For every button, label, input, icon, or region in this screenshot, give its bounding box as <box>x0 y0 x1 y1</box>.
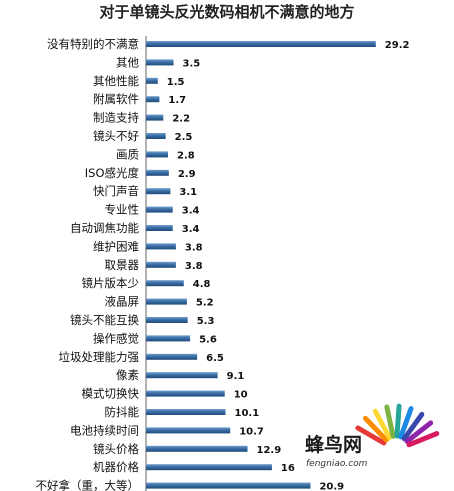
value-label: 12.9 <box>257 445 282 456</box>
category-label: 维护困难 <box>93 239 139 253</box>
category-label: 画质 <box>116 147 139 161</box>
feather-stroke <box>394 403 402 439</box>
bar <box>146 225 173 231</box>
value-label: 3.4 <box>182 206 200 217</box>
bar <box>146 133 166 139</box>
bar <box>146 464 272 471</box>
feather-stroke <box>362 415 389 443</box>
value-label: 10.7 <box>239 426 264 437</box>
category-label: 专业性 <box>105 203 140 217</box>
category-label: 制造支持 <box>93 111 139 125</box>
value-label: 2.9 <box>178 169 196 180</box>
bars-group: 没有特别的不满意 29.2 其他 3.5 其他性能 1.5 附属软件 1.7 制造支持 2.2 镜头… <box>36 37 410 491</box>
value-label: 2.8 <box>177 150 195 161</box>
category-label: 电池持续时间 <box>70 423 139 437</box>
feather-stroke <box>398 406 414 440</box>
category-label: 附属软件 <box>93 92 139 106</box>
feather-stroke <box>372 408 392 441</box>
value-label: 6.5 <box>206 353 224 364</box>
category-label: 其他 <box>116 55 139 69</box>
watermark-brand: 蜂鸟网 <box>305 433 362 456</box>
watermark: 蜂鸟网 fengniao.com <box>305 403 440 469</box>
feather-stroke <box>401 411 425 442</box>
value-label: 20.9 <box>319 482 344 491</box>
bar <box>146 41 376 47</box>
feather-stroke <box>404 420 434 444</box>
watermark-url: fengniao.com <box>306 459 368 469</box>
category-label: 镜头价格 <box>93 442 139 456</box>
category-label: 取景器 <box>105 258 140 272</box>
bar <box>146 372 218 379</box>
bar <box>146 261 176 268</box>
bar <box>146 335 191 342</box>
category-label: 自动调焦功能 <box>70 221 139 235</box>
bar <box>146 390 225 397</box>
value-label: 5.3 <box>197 316 215 327</box>
value-label: 2.5 <box>175 132 193 143</box>
bar <box>146 298 187 305</box>
category-label: 不好拿（重，大等） <box>36 479 140 491</box>
bar <box>146 280 184 287</box>
value-label: 3.5 <box>183 58 201 69</box>
value-label: 4.8 <box>193 279 211 290</box>
feather-stroke <box>384 404 396 439</box>
value-label: 3.8 <box>185 261 203 272</box>
bird-logo-icon <box>355 403 440 448</box>
bar <box>146 77 158 84</box>
category-label: 没有特别的不满意 <box>47 37 139 51</box>
bar <box>146 59 174 66</box>
value-label: 3.4 <box>182 224 200 235</box>
value-label: 1.7 <box>168 95 186 106</box>
value-label: 10 <box>234 390 248 401</box>
value-label: 29.2 <box>385 40 410 51</box>
category-label: 防抖能 <box>105 405 140 419</box>
bar <box>146 206 173 213</box>
value-label: 16 <box>281 463 295 474</box>
category-label: 液晶屏 <box>105 295 140 309</box>
category-label: 快门声音 <box>93 184 139 198</box>
bar <box>146 169 169 176</box>
category-label: 镜片版本少 <box>82 276 140 290</box>
category-label: 像素 <box>116 368 139 382</box>
bar <box>146 353 198 360</box>
category-label: 机器价格 <box>93 460 139 474</box>
category-label: 镜头不好 <box>93 129 139 143</box>
value-label: 10.1 <box>234 408 259 419</box>
bar <box>146 317 188 323</box>
category-label: 镜头不能互换 <box>70 313 139 327</box>
bar <box>146 243 176 250</box>
bar <box>146 482 311 489</box>
category-label: 操作感觉 <box>93 331 139 345</box>
category-label: 垃圾处理能力强 <box>59 350 140 364</box>
chart-title: 对于单镜头反光数码相机不满意的地方 <box>99 3 354 21</box>
value-label: 9.1 <box>227 371 245 382</box>
bar <box>146 427 231 434</box>
value-label: 5.2 <box>196 298 214 309</box>
feather-stroke <box>355 425 387 446</box>
value-label: 1.5 <box>167 77 185 88</box>
category-label: 模式切换快 <box>82 387 140 401</box>
value-label: 3.1 <box>179 187 197 198</box>
category-label: ISO感光度 <box>85 166 140 180</box>
value-label: 5.6 <box>199 334 217 345</box>
value-label: 3.8 <box>185 242 203 253</box>
value-label: 2.2 <box>172 114 190 125</box>
bar <box>146 96 160 103</box>
bar <box>146 188 171 195</box>
feather-stroke <box>406 431 440 448</box>
bar <box>146 151 169 158</box>
bar <box>146 409 226 415</box>
bar <box>146 114 164 121</box>
bar <box>146 445 248 452</box>
category-label: 其他性能 <box>93 74 139 88</box>
